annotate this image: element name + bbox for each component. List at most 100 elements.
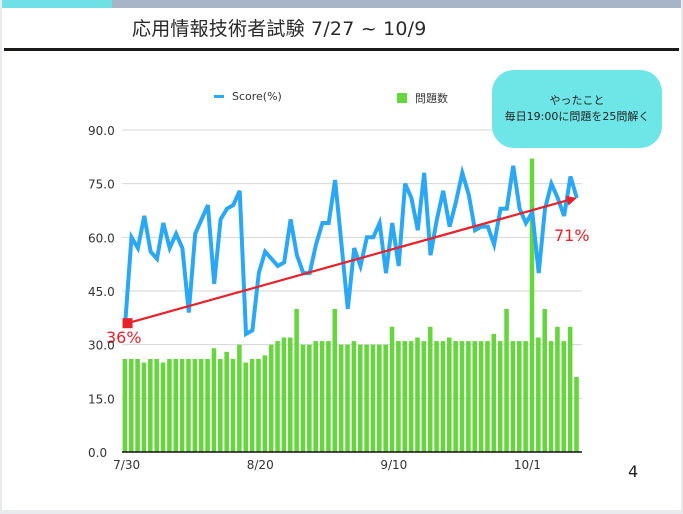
slide-title: 応用情報技術者試験 7/27 ~ 10/9 bbox=[132, 18, 427, 40]
question-count-bar bbox=[421, 341, 427, 452]
question-count-bar bbox=[377, 344, 382, 452]
question-count-bar bbox=[574, 376, 579, 452]
y-tick-label: 60.0 bbox=[88, 231, 115, 245]
question-count-bar bbox=[548, 341, 554, 452]
question-count-bar bbox=[141, 362, 147, 452]
trend-start-marker bbox=[122, 318, 133, 329]
question-count-bar bbox=[262, 355, 268, 452]
question-count-bar bbox=[383, 344, 388, 452]
question-count-bar bbox=[160, 362, 166, 452]
score-line bbox=[123, 164, 579, 338]
question-count-bar bbox=[567, 326, 573, 452]
bar-series bbox=[122, 158, 579, 452]
question-count-bar bbox=[453, 341, 458, 452]
question-count-bar bbox=[179, 358, 185, 452]
question-count-bar bbox=[351, 341, 357, 452]
topbar-accent bbox=[2, 0, 112, 8]
question-count-bar bbox=[281, 337, 287, 452]
x-tick-label: 9/10 bbox=[380, 458, 407, 472]
question-count-bar bbox=[122, 358, 128, 452]
question-count-bar bbox=[491, 333, 497, 452]
callout-box: やったこと 毎日19:00に問題を25問解く bbox=[492, 70, 662, 148]
x-tick-label: 7/30 bbox=[113, 458, 140, 472]
question-count-bar bbox=[555, 326, 560, 452]
trend-arrow: 36% 71% bbox=[106, 195, 590, 347]
legend-line-swatch bbox=[214, 95, 224, 98]
x-tick-label: 10/1 bbox=[514, 458, 541, 472]
y-tick-label: 0.0 bbox=[88, 446, 107, 460]
question-count-bar bbox=[389, 326, 395, 452]
end-percent-label: 71% bbox=[554, 226, 590, 245]
legend-score-label: Score(%) bbox=[232, 90, 282, 103]
y-tick-label: 45.0 bbox=[88, 285, 115, 299]
question-count-bar bbox=[364, 344, 369, 452]
question-count-bar bbox=[230, 358, 236, 452]
score-line-series bbox=[123, 164, 579, 338]
question-count-bar bbox=[148, 358, 153, 452]
question-count-bar bbox=[307, 344, 312, 452]
question-count-bar bbox=[485, 341, 490, 452]
question-count-bar bbox=[408, 341, 414, 452]
question-count-bar bbox=[478, 341, 484, 452]
question-count-bar bbox=[224, 351, 229, 452]
question-count-bar bbox=[447, 337, 452, 452]
y-tick-label: 15.0 bbox=[88, 392, 115, 406]
question-count-bar bbox=[326, 341, 331, 452]
question-count-bar bbox=[497, 341, 503, 452]
y-tick-label: 90.0 bbox=[88, 124, 115, 138]
question-count-bar bbox=[415, 337, 420, 452]
question-count-bar bbox=[472, 341, 478, 452]
question-count-bar bbox=[211, 348, 217, 452]
topbar bbox=[112, 0, 681, 8]
title-divider bbox=[4, 48, 679, 51]
question-count-bar bbox=[561, 341, 567, 452]
question-count-bar bbox=[402, 341, 408, 452]
question-count-bar bbox=[338, 344, 344, 452]
question-count-bar bbox=[370, 344, 376, 452]
question-count-bar bbox=[516, 341, 522, 452]
legend-questions-label: 問題数 bbox=[415, 92, 448, 105]
question-count-bar bbox=[459, 341, 465, 452]
question-count-bar bbox=[529, 158, 535, 452]
question-count-bar bbox=[510, 341, 516, 452]
question-count-bar bbox=[275, 341, 280, 452]
question-count-bar bbox=[294, 308, 299, 452]
question-count-bar bbox=[167, 358, 172, 452]
question-count-bar bbox=[332, 308, 338, 452]
question-count-bar bbox=[237, 344, 242, 452]
page-number: 4 bbox=[628, 462, 639, 481]
legend-score: Score(%) bbox=[214, 90, 282, 103]
question-count-bar bbox=[287, 337, 293, 452]
question-count-bar bbox=[536, 337, 541, 452]
question-count-bar bbox=[542, 308, 547, 452]
question-count-bar bbox=[268, 344, 274, 452]
question-count-bar bbox=[243, 362, 249, 452]
question-count-bar bbox=[192, 358, 198, 452]
question-count-bar bbox=[357, 344, 363, 452]
y-tick-label: 75.0 bbox=[88, 178, 115, 192]
question-count-bar bbox=[300, 344, 306, 452]
question-count-bar bbox=[396, 341, 401, 452]
question-count-bar bbox=[249, 358, 255, 452]
trend-arrowhead bbox=[565, 195, 577, 206]
callout-title: やったこと bbox=[549, 94, 605, 107]
callout-body: 毎日19:00に問題を25問解く bbox=[504, 110, 650, 123]
x-tick-label: 8/20 bbox=[247, 458, 274, 472]
legend-questions: 問題数 bbox=[397, 90, 448, 106]
question-count-bar bbox=[345, 344, 350, 452]
question-count-bar bbox=[186, 358, 191, 452]
question-count-bar bbox=[319, 341, 325, 452]
start-percent-label: 36% bbox=[106, 328, 142, 347]
question-count-bar bbox=[466, 341, 471, 452]
legend-bar-swatch bbox=[397, 93, 407, 103]
question-count-bar bbox=[205, 358, 210, 452]
question-count-bar bbox=[256, 358, 261, 452]
question-count-bar bbox=[313, 341, 318, 452]
question-count-bar bbox=[218, 358, 223, 452]
question-count-bar bbox=[135, 358, 140, 452]
question-count-bar bbox=[128, 358, 134, 452]
question-count-bar bbox=[198, 358, 204, 452]
question-count-bar bbox=[434, 341, 439, 452]
y-tick-label: 30.0 bbox=[88, 339, 115, 353]
